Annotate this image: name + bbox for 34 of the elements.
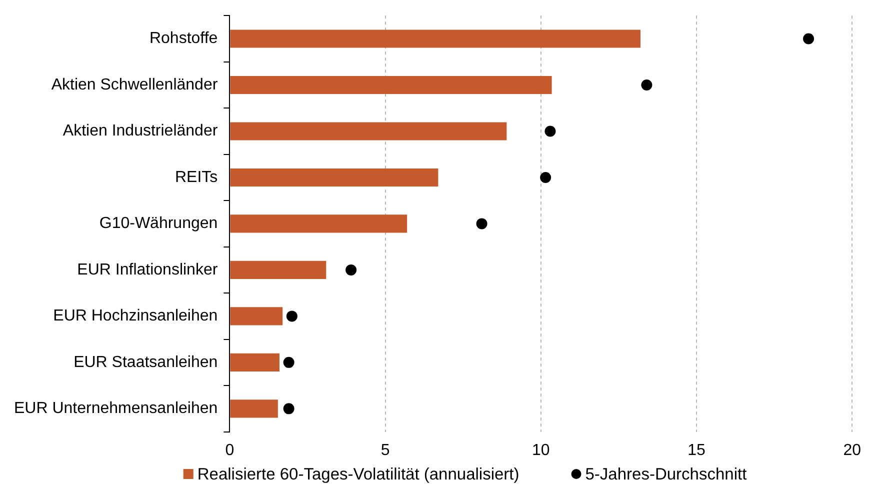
y-tick-label: EUR Hochzinsanleihen bbox=[53, 308, 218, 325]
y-tick-label: EUR Unternehmensanleihen bbox=[14, 400, 218, 418]
legend-label: 5-Jahres-Durchschnitt bbox=[585, 466, 748, 484]
bar bbox=[230, 307, 283, 326]
bar bbox=[230, 168, 438, 186]
x-tick-label: 15 bbox=[688, 442, 706, 459]
point bbox=[283, 356, 294, 368]
y-tick-label: REITs bbox=[175, 168, 218, 186]
point bbox=[476, 218, 488, 230]
point bbox=[286, 310, 298, 322]
point bbox=[641, 79, 652, 90]
x-tick-label: 0 bbox=[225, 442, 234, 459]
bar bbox=[230, 353, 280, 372]
point bbox=[346, 264, 357, 276]
point bbox=[283, 403, 294, 414]
y-tick-label: Rohstoffe bbox=[149, 30, 218, 48]
point bbox=[544, 126, 556, 137]
bar bbox=[230, 400, 278, 418]
bar bbox=[230, 30, 640, 48]
y-tick-label: G10-Währungen bbox=[99, 215, 218, 232]
y-tick-label: Aktien Schwellenländer bbox=[51, 76, 218, 94]
legend-label: Realisierte 60-Tages-Volatilität (annualisiert) bbox=[197, 466, 520, 484]
y-tick-label: EUR Inflationslinker bbox=[77, 261, 218, 278]
bar bbox=[230, 260, 326, 279]
bar bbox=[230, 76, 552, 94]
y-tick-label: Aktien Industrieländer bbox=[62, 122, 218, 140]
x-tick-label: 5 bbox=[380, 442, 390, 459]
x-tick-label: 20 bbox=[843, 442, 862, 459]
point bbox=[540, 172, 552, 183]
bar bbox=[230, 122, 507, 140]
x-tick-label: 10 bbox=[532, 442, 550, 459]
bar bbox=[230, 214, 408, 233]
point bbox=[803, 33, 814, 44]
y-tick-label: EUR Staatsanleihen bbox=[74, 354, 218, 371]
